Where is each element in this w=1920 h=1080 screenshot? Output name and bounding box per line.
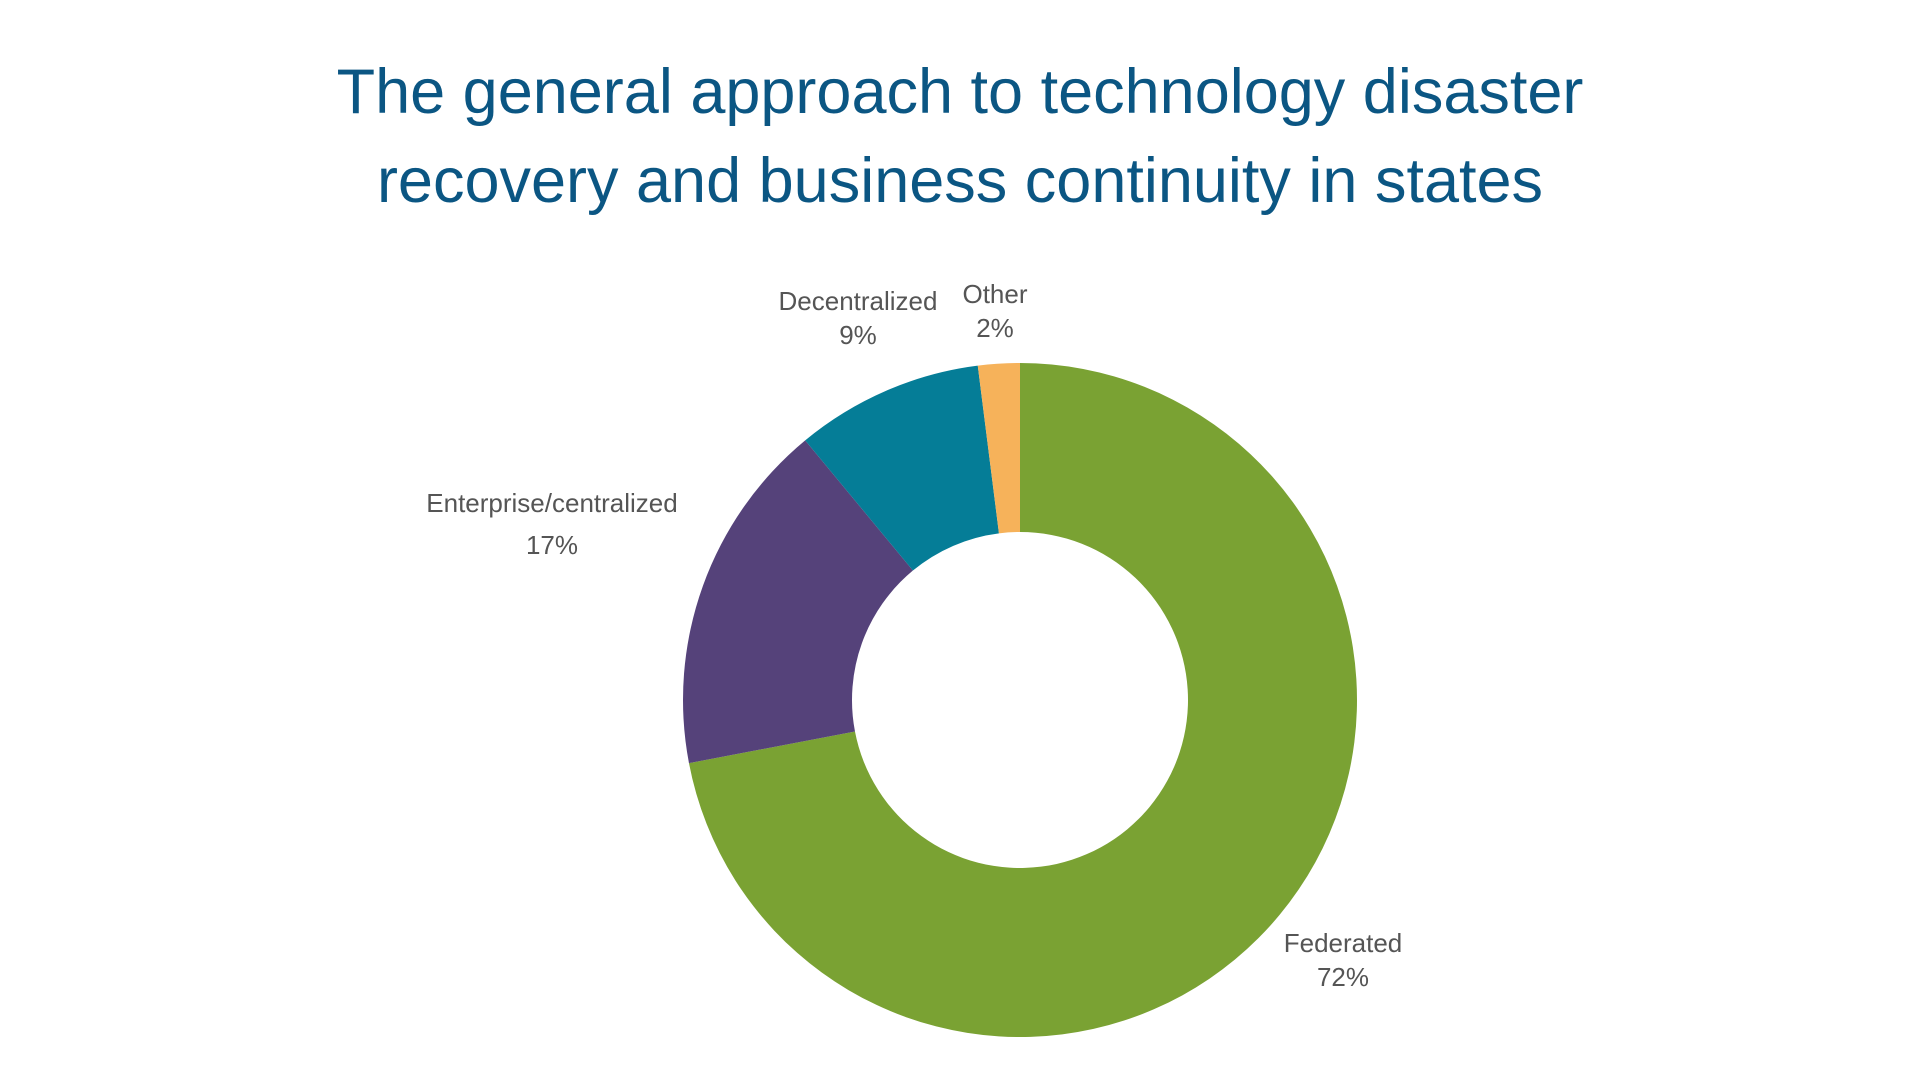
- chart-title-line-2: recovery and business continuity in stat…: [376, 146, 1544, 216]
- slice-decentralized: [805, 365, 999, 571]
- slice-label-1: Enterprise/centralized: [426, 488, 677, 518]
- slice-label-3: Other: [962, 279, 1027, 309]
- slice-value-1: 17%: [526, 530, 578, 560]
- slice-value-3: 2%: [976, 313, 1014, 343]
- chart-title: The general approach to technology disas…: [0, 48, 1920, 226]
- slice-other: [977, 363, 1020, 534]
- donut-slices: [682, 363, 1357, 1037]
- slice-value-2: 9%: [839, 320, 877, 350]
- slice-label-0: Federated: [1284, 928, 1403, 958]
- slice-enterprise-centralized: [682, 440, 913, 764]
- slice-federated: [688, 363, 1357, 1037]
- slice-label-2: Decentralized: [779, 286, 938, 316]
- donut-labels: Federated 72% Enterprise/centralized 17% Dec…: [426, 279, 1402, 992]
- chart-title-line-1: The general approach to technology disas…: [336, 57, 1584, 127]
- slice-value-0: 72%: [1317, 962, 1369, 992]
